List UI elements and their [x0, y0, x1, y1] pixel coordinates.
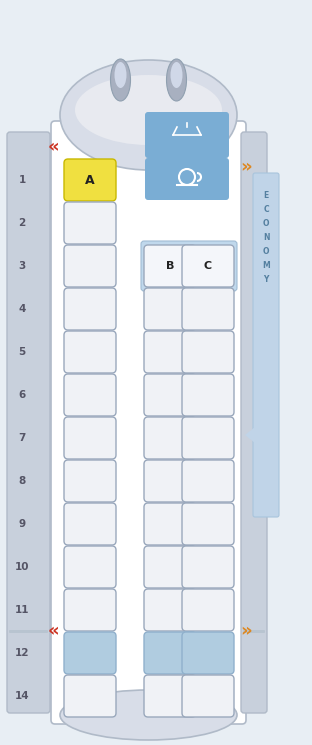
FancyBboxPatch shape [182, 546, 234, 588]
Ellipse shape [115, 62, 126, 88]
Text: O: O [263, 247, 269, 256]
FancyBboxPatch shape [64, 417, 116, 459]
FancyBboxPatch shape [145, 112, 229, 158]
FancyBboxPatch shape [64, 546, 116, 588]
Text: 3: 3 [18, 261, 26, 271]
FancyBboxPatch shape [144, 374, 196, 416]
Text: 8: 8 [18, 476, 26, 486]
FancyBboxPatch shape [182, 632, 234, 674]
Text: A: A [85, 174, 95, 186]
FancyBboxPatch shape [64, 374, 116, 416]
FancyBboxPatch shape [64, 331, 116, 373]
FancyBboxPatch shape [141, 241, 237, 291]
FancyBboxPatch shape [182, 503, 234, 545]
Text: »: » [240, 623, 252, 641]
Text: Y: Y [263, 274, 269, 284]
Text: 6: 6 [18, 390, 26, 400]
Text: B: B [166, 261, 174, 271]
FancyBboxPatch shape [182, 460, 234, 502]
Ellipse shape [75, 75, 222, 145]
FancyBboxPatch shape [64, 202, 116, 244]
FancyBboxPatch shape [144, 503, 196, 545]
FancyBboxPatch shape [253, 173, 279, 517]
Text: 9: 9 [18, 519, 26, 529]
Text: »: » [240, 158, 252, 176]
FancyBboxPatch shape [144, 460, 196, 502]
Text: C: C [263, 204, 269, 214]
FancyBboxPatch shape [182, 288, 234, 330]
FancyBboxPatch shape [64, 675, 116, 717]
FancyBboxPatch shape [144, 417, 196, 459]
FancyBboxPatch shape [144, 632, 196, 674]
FancyBboxPatch shape [64, 159, 116, 201]
FancyBboxPatch shape [243, 630, 265, 633]
FancyBboxPatch shape [51, 121, 246, 724]
FancyBboxPatch shape [145, 158, 229, 200]
FancyBboxPatch shape [182, 331, 234, 373]
FancyBboxPatch shape [182, 374, 234, 416]
Text: 12: 12 [15, 648, 29, 658]
FancyBboxPatch shape [182, 417, 234, 459]
Text: C: C [204, 261, 212, 271]
Text: «: « [47, 623, 59, 641]
Text: O: O [263, 218, 269, 227]
Ellipse shape [110, 59, 130, 101]
FancyBboxPatch shape [144, 331, 196, 373]
Ellipse shape [60, 690, 237, 740]
Text: 7: 7 [18, 433, 26, 443]
FancyBboxPatch shape [182, 589, 234, 631]
FancyBboxPatch shape [64, 460, 116, 502]
FancyBboxPatch shape [144, 546, 196, 588]
Polygon shape [245, 427, 255, 443]
FancyBboxPatch shape [64, 288, 116, 330]
FancyBboxPatch shape [182, 245, 234, 287]
Text: 14: 14 [15, 691, 29, 701]
Text: N: N [263, 232, 269, 241]
Text: 10: 10 [15, 562, 29, 572]
FancyBboxPatch shape [9, 630, 48, 633]
Text: 11: 11 [15, 605, 29, 615]
FancyBboxPatch shape [144, 589, 196, 631]
Text: 2: 2 [18, 218, 26, 228]
FancyBboxPatch shape [144, 245, 196, 287]
Text: 4: 4 [18, 304, 26, 314]
Text: E: E [263, 191, 269, 200]
Ellipse shape [170, 62, 183, 88]
Ellipse shape [167, 59, 187, 101]
FancyBboxPatch shape [241, 132, 267, 713]
Text: 1: 1 [18, 175, 26, 185]
FancyBboxPatch shape [64, 503, 116, 545]
Ellipse shape [60, 60, 237, 170]
FancyBboxPatch shape [144, 675, 196, 717]
FancyBboxPatch shape [64, 245, 116, 287]
Text: 5: 5 [18, 347, 26, 357]
Text: «: « [47, 138, 59, 156]
FancyBboxPatch shape [64, 632, 116, 674]
FancyBboxPatch shape [144, 288, 196, 330]
FancyBboxPatch shape [64, 589, 116, 631]
Text: M: M [262, 261, 270, 270]
FancyBboxPatch shape [7, 132, 50, 713]
FancyBboxPatch shape [182, 675, 234, 717]
